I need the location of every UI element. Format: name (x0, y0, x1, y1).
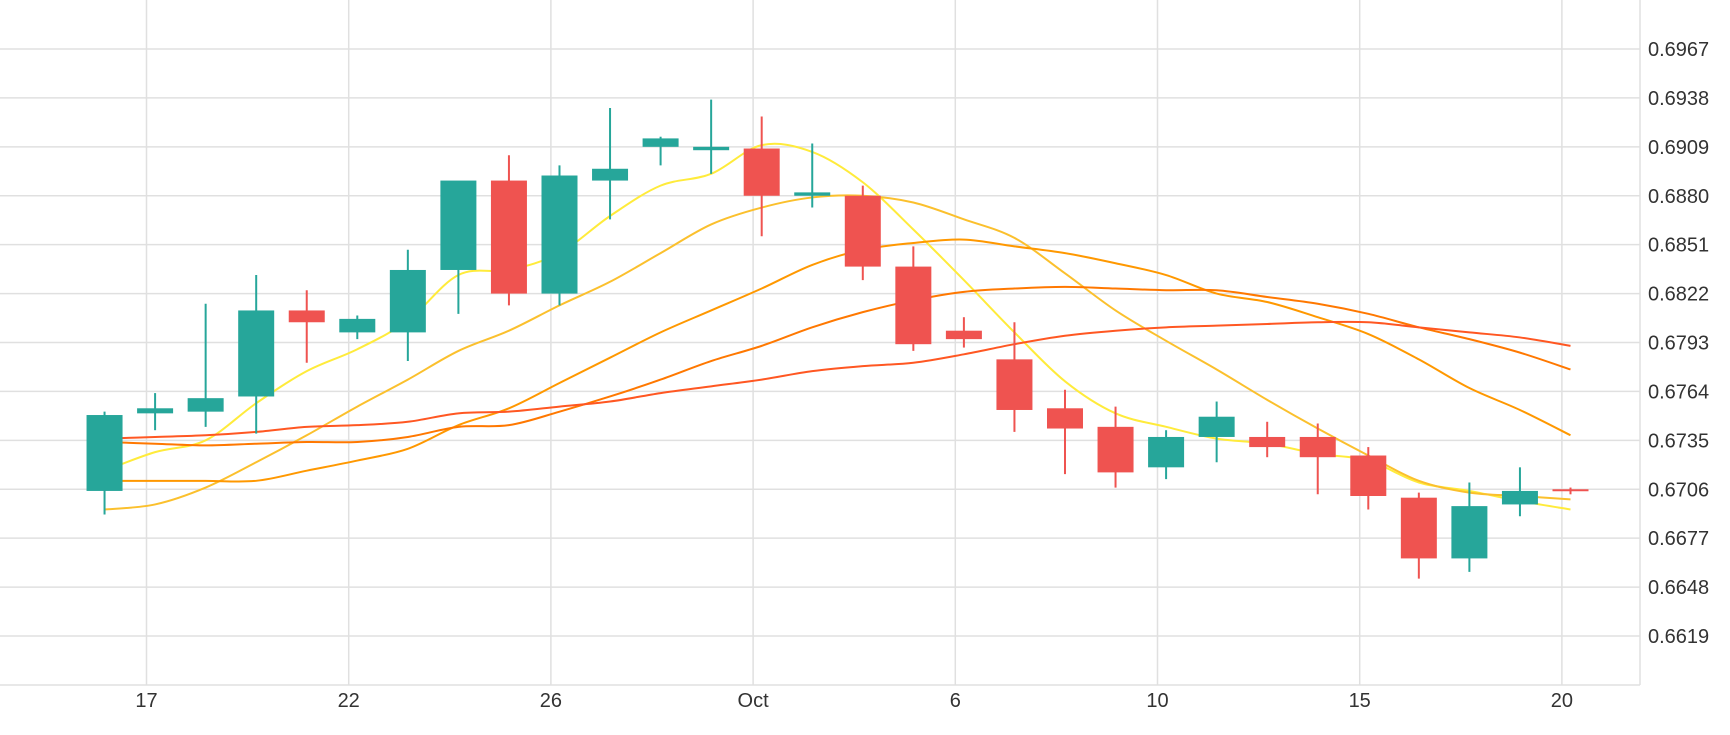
candle (895, 246, 932, 351)
x-tick-label: 15 (1349, 690, 1371, 712)
candle (642, 136, 679, 166)
x-tick-label: 17 (135, 690, 157, 712)
candle (187, 303, 224, 427)
candle (693, 99, 730, 174)
candle (1451, 482, 1488, 572)
candle-body (440, 180, 477, 270)
candle (288, 290, 325, 363)
candle-body (1046, 408, 1083, 429)
x-tick-label: 10 (1146, 690, 1168, 712)
candle-body (389, 269, 426, 333)
candle-body (1552, 489, 1589, 492)
y-tick-label: 0.6880 (1648, 186, 1709, 208)
x-tick-label: Oct (738, 690, 770, 712)
y-tick-label: 0.6938 (1648, 88, 1709, 110)
y-tick-label: 0.6648 (1648, 577, 1709, 599)
candle-layer (86, 99, 1589, 579)
x-tick-label: 20 (1551, 690, 1573, 712)
candle (238, 275, 275, 434)
candle-body (996, 359, 1033, 410)
candle-body (1097, 426, 1134, 473)
candle (1198, 401, 1235, 463)
candle-body (1501, 490, 1538, 505)
candle (440, 180, 477, 314)
x-tick-label: 6 (950, 690, 961, 712)
moving-average-line-5 (104, 320, 1571, 440)
candle (592, 108, 629, 220)
moving-average-line-3 (104, 238, 1571, 483)
candle (541, 165, 578, 306)
candle-body (642, 138, 679, 147)
y-tick-label: 0.6677 (1648, 528, 1709, 550)
candle-body (844, 195, 881, 267)
candle-body (1400, 497, 1437, 559)
candle-body (238, 310, 275, 397)
candle (1350, 447, 1387, 510)
candle (1046, 389, 1083, 475)
candle (86, 411, 123, 515)
candle-body (1350, 455, 1387, 496)
y-tick-label: 0.6793 (1648, 333, 1709, 355)
candle-body (1198, 416, 1235, 437)
candle (490, 155, 527, 306)
candle (945, 317, 982, 348)
candle (1097, 406, 1134, 488)
y-tick-label: 0.6909 (1648, 137, 1709, 159)
candle (339, 315, 376, 340)
y-tick-label: 0.6706 (1648, 479, 1709, 501)
candle (389, 249, 426, 362)
y-tick-label: 0.6764 (1648, 381, 1709, 403)
candle-body (592, 168, 629, 181)
axis-layer: 0.6967 0.6938 0.6909 0.6880 0.6851 0.6822 0.67… (135, 39, 1709, 712)
candle-body (794, 192, 831, 196)
y-tick-label: 0.6851 (1648, 235, 1709, 257)
candle (844, 185, 881, 281)
moving-average-line-4 (104, 285, 1571, 447)
candle (794, 143, 831, 208)
moving-average-layer (104, 142, 1571, 511)
candle (1249, 421, 1286, 458)
candle (1299, 423, 1336, 495)
candle (137, 393, 174, 431)
candle-body (693, 146, 730, 151)
candle (1148, 430, 1185, 480)
candle-body (288, 310, 325, 323)
y-tick-label: 0.6619 (1648, 626, 1709, 648)
candle (996, 322, 1033, 432)
candle-body (541, 175, 578, 294)
x-tick-label: 26 (540, 690, 562, 712)
candle (1400, 492, 1437, 579)
candle-body (1299, 436, 1336, 458)
candle-body (339, 318, 376, 333)
y-tick-label: 0.6822 (1648, 284, 1709, 306)
candle-body (187, 398, 224, 412)
candle (1501, 467, 1538, 517)
candle-body (137, 408, 174, 414)
y-tick-label: 0.6967 (1648, 39, 1709, 61)
y-tick-label: 0.6735 (1648, 430, 1709, 452)
moving-average-line-2 (104, 194, 1571, 511)
grid-layer (0, 0, 1641, 686)
candle-body (1148, 436, 1185, 468)
candle-body (895, 266, 932, 345)
candle-body (490, 180, 527, 294)
candle (743, 116, 780, 237)
candle-body (945, 330, 982, 340)
x-tick-label: 22 (338, 690, 360, 712)
candle-body (86, 415, 123, 491)
candle (1552, 487, 1589, 495)
candle-body (1451, 506, 1488, 559)
candle-body (743, 148, 780, 196)
candle-body (1249, 436, 1286, 448)
